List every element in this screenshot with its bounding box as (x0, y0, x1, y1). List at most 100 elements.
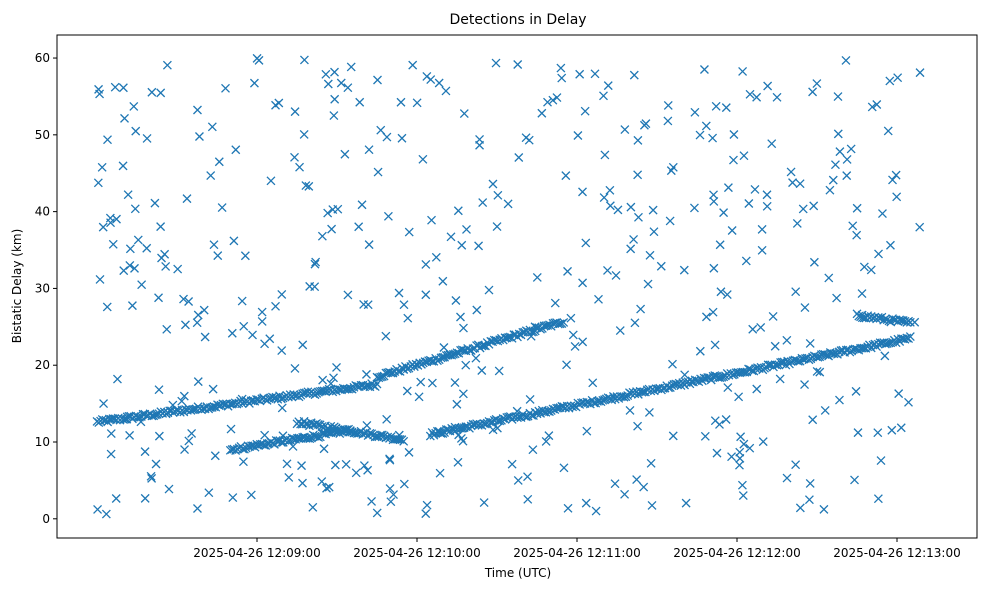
clutter-point (716, 287, 726, 297)
clutter-point (812, 79, 822, 89)
track-point (905, 332, 915, 342)
clutter-point (770, 341, 780, 351)
clutter-point (633, 135, 643, 145)
clutter-point (729, 155, 738, 165)
clutter-point (656, 261, 666, 271)
y-tick-label: 0 (42, 512, 50, 526)
clutter-point (758, 437, 768, 447)
clutter-point (310, 259, 320, 269)
clutter-point (477, 366, 487, 375)
clutter-point (479, 498, 489, 508)
clutter-point (748, 324, 758, 334)
track-point (344, 384, 354, 394)
clutter-point (723, 183, 733, 193)
clutter-point (412, 98, 422, 108)
clutter-point (788, 178, 797, 188)
clutter-point (364, 240, 374, 250)
clutter-point (207, 122, 217, 132)
track-point (637, 387, 647, 397)
clutter-point (204, 488, 214, 498)
clutter-point (544, 431, 554, 441)
clutter-point (874, 249, 883, 259)
clutter-point (891, 170, 901, 180)
track-point (338, 424, 348, 434)
clutter-point (603, 265, 612, 275)
clutter-point (154, 293, 163, 303)
clutter-point (857, 289, 867, 299)
clutter-point (249, 78, 259, 88)
clutter-point (389, 490, 398, 500)
clutter-point (246, 490, 256, 500)
track-point (651, 384, 661, 394)
clutter-point (541, 436, 551, 446)
clutter-point (290, 152, 299, 162)
clutter-point (590, 69, 600, 79)
clutter-point (494, 366, 504, 376)
track-point (456, 423, 466, 433)
clutter-point (762, 190, 772, 200)
clutter-point (462, 224, 471, 234)
clutter-point (800, 380, 810, 390)
clutter-point (421, 509, 431, 519)
clutter-point (385, 455, 395, 465)
y-axis-label: Bistatic Delay (km) (10, 229, 24, 344)
clutter-point (257, 307, 267, 317)
clutter-point (877, 209, 887, 219)
track-point (238, 444, 248, 454)
track-point (818, 349, 828, 359)
clutter-point (363, 465, 373, 475)
clutter-point (288, 441, 298, 451)
clutter-point (453, 206, 463, 216)
track-point (133, 412, 143, 422)
clutter-point (168, 400, 178, 410)
clutter-point (364, 145, 374, 155)
clutter-point (125, 430, 135, 440)
clutter-point (880, 351, 890, 361)
clutter-point (915, 222, 925, 232)
clutter-point (367, 497, 377, 506)
clutter-point (876, 456, 886, 466)
clutter-point (228, 493, 238, 503)
clutter-point (260, 430, 270, 440)
clutter-point (873, 428, 883, 438)
clutter-point (513, 60, 523, 69)
clutter-point (492, 423, 502, 433)
clutter-point (491, 58, 501, 68)
clutter-point (715, 419, 724, 429)
clutter-point (329, 111, 339, 121)
clutter-point (503, 199, 513, 209)
clutter-point (629, 234, 639, 244)
clutter-point (710, 340, 720, 350)
clutter-point (317, 231, 327, 241)
clutter-point (885, 240, 895, 250)
clutter-point (852, 230, 862, 240)
track-point (372, 379, 382, 389)
clutter-point (213, 251, 223, 261)
clutter-point (193, 310, 203, 320)
clutter-point (484, 285, 494, 295)
clutter-point (681, 498, 691, 508)
clutter-point (359, 461, 369, 470)
clutter-point (599, 193, 609, 203)
clutter-point (304, 181, 314, 191)
clutter-point (322, 483, 331, 493)
clutter-point (915, 68, 925, 78)
clutter-point (804, 495, 814, 505)
scatter-markers (92, 53, 925, 519)
clutter-point (700, 431, 710, 441)
clutter-point (645, 250, 655, 260)
clutter-point (193, 504, 202, 513)
clutter-point (386, 497, 396, 507)
clutter-point (323, 79, 333, 89)
clutter-point (575, 69, 585, 79)
clutter-point (629, 70, 639, 80)
clutter-point (333, 204, 343, 214)
clutter-point (162, 60, 172, 70)
clutter-point (404, 227, 414, 237)
clutter-point (809, 257, 819, 267)
clutter-point (95, 275, 105, 284)
track-point (559, 317, 569, 327)
clutter-point (832, 293, 842, 303)
clutter-point (513, 475, 523, 485)
clutter-point (896, 423, 906, 433)
